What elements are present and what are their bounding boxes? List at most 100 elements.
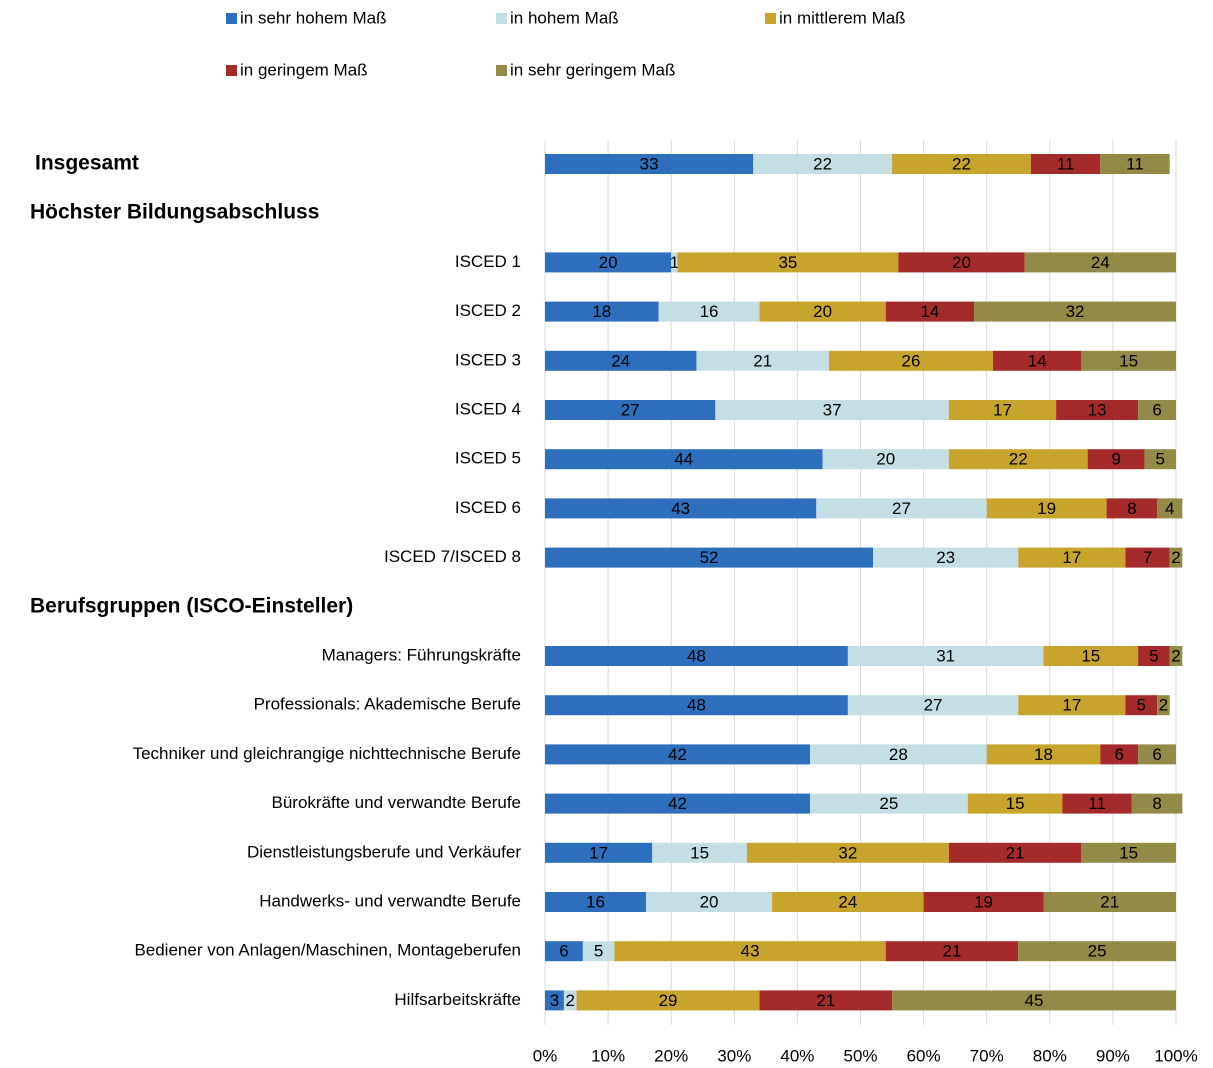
data-label: 15 bbox=[1119, 843, 1138, 862]
group-header: Höchster Bildungsabschluss bbox=[30, 201, 319, 224]
data-label: 23 bbox=[936, 548, 955, 567]
bar-segment bbox=[892, 990, 1176, 1011]
bar-segment bbox=[1030, 154, 1101, 174]
data-label: 4 bbox=[1165, 499, 1174, 518]
bar-segment bbox=[948, 449, 1088, 470]
bar-segment bbox=[948, 400, 1057, 420]
data-label: 5 bbox=[1137, 696, 1146, 715]
bar-segment bbox=[545, 547, 874, 568]
data-label: 2 bbox=[1159, 696, 1168, 715]
bar-segment bbox=[986, 498, 1107, 519]
group-header: Insgesamt bbox=[35, 152, 139, 175]
legend-label: in sehr hohem Maß bbox=[240, 8, 386, 27]
bar-segment bbox=[923, 892, 1044, 912]
bar-segment bbox=[1024, 252, 1176, 273]
y-tick-label: ISCED 2 bbox=[455, 301, 521, 320]
data-label: 27 bbox=[892, 499, 911, 518]
x-tick-label: 70% bbox=[970, 1046, 1004, 1065]
bar-segment bbox=[696, 350, 829, 371]
data-label: 1 bbox=[670, 253, 679, 272]
legend-swatch bbox=[496, 13, 507, 24]
data-label: 26 bbox=[902, 351, 921, 370]
bar-segment bbox=[576, 990, 760, 1011]
legend-label: in mittlerem Maß bbox=[779, 8, 906, 27]
data-label: 13 bbox=[1088, 400, 1107, 419]
bar-segment bbox=[1138, 400, 1176, 420]
data-label: 6 bbox=[559, 942, 568, 961]
data-label: 3 bbox=[550, 991, 559, 1010]
data-label: 21 bbox=[753, 351, 772, 370]
data-label: 6 bbox=[1152, 745, 1161, 764]
y-tick-label: ISCED 5 bbox=[455, 449, 521, 468]
bar-segment bbox=[545, 301, 659, 322]
data-label: 27 bbox=[621, 400, 640, 419]
bar-segment bbox=[974, 301, 1176, 322]
y-tick-label: ISCED 7/ISCED 8 bbox=[384, 547, 521, 566]
bar-segment bbox=[1169, 547, 1183, 568]
data-label: 18 bbox=[592, 302, 611, 321]
data-label: 20 bbox=[813, 302, 832, 321]
bar-segment bbox=[645, 892, 773, 912]
data-label: 42 bbox=[668, 745, 687, 764]
y-tick-label: Bediener von Anlagen/Maschinen, Montageb… bbox=[134, 941, 521, 960]
bar-segment bbox=[652, 842, 747, 863]
data-label: 21 bbox=[1100, 892, 1119, 911]
data-label: 21 bbox=[816, 991, 835, 1010]
bar-segment bbox=[1100, 744, 1139, 765]
bar-segment bbox=[986, 744, 1101, 765]
bar-segment bbox=[759, 301, 886, 322]
data-label: 15 bbox=[1006, 794, 1025, 813]
bar-segment bbox=[885, 301, 975, 322]
bar-segment bbox=[563, 990, 577, 1011]
bar-segment bbox=[1018, 941, 1176, 962]
bar-segment bbox=[1081, 350, 1176, 371]
bar-segment bbox=[847, 646, 1044, 666]
data-label: 6 bbox=[1152, 400, 1161, 419]
data-label: 48 bbox=[687, 646, 706, 665]
data-label: 17 bbox=[1062, 548, 1081, 567]
bar-segment bbox=[1125, 547, 1170, 568]
y-tick-label: Bürokräfte und verwandte Berufe bbox=[272, 793, 521, 812]
data-label: 28 bbox=[889, 745, 908, 764]
data-label: 11 bbox=[1057, 154, 1075, 173]
data-label: 20 bbox=[700, 892, 719, 911]
y-tick-label: ISCED 1 bbox=[455, 252, 521, 271]
data-label: 19 bbox=[974, 892, 993, 911]
bar-segment bbox=[759, 990, 893, 1011]
y-tick-label: Hilfsarbeitskräfte bbox=[394, 990, 521, 1009]
bar-segment bbox=[822, 449, 949, 470]
data-label: 22 bbox=[1009, 450, 1028, 469]
legend-label: in geringem Maß bbox=[240, 60, 368, 79]
y-tick-label: Techniker und gleichrangige nichttechnis… bbox=[133, 744, 521, 763]
bar-segment bbox=[1087, 449, 1145, 470]
data-label: 17 bbox=[589, 843, 608, 862]
bar-segment bbox=[545, 498, 817, 519]
x-tick-label: 0% bbox=[533, 1046, 558, 1065]
data-label: 11 bbox=[1126, 154, 1144, 173]
data-label: 29 bbox=[659, 991, 678, 1010]
data-label: 8 bbox=[1152, 794, 1161, 813]
data-label: 45 bbox=[1025, 991, 1044, 1010]
bar-segment bbox=[1043, 892, 1176, 912]
y-tick-label: Dienstleistungsberufe und Verkäufer bbox=[247, 842, 521, 861]
bar-segment bbox=[1056, 400, 1139, 420]
bar-segment bbox=[545, 695, 848, 716]
data-label: 25 bbox=[879, 794, 898, 813]
data-label: 24 bbox=[838, 892, 857, 911]
x-tick-label: 10% bbox=[591, 1046, 625, 1065]
x-tick-label: 80% bbox=[1033, 1046, 1067, 1065]
x-tick-label: 60% bbox=[907, 1046, 941, 1065]
data-label: 21 bbox=[1006, 843, 1025, 862]
legend-swatch bbox=[765, 13, 776, 24]
data-label: 43 bbox=[741, 942, 760, 961]
data-label: 8 bbox=[1127, 499, 1136, 518]
data-label: 14 bbox=[1028, 351, 1047, 370]
data-label: 32 bbox=[838, 843, 857, 862]
bar-segment bbox=[545, 646, 848, 666]
bar-segment bbox=[545, 252, 672, 273]
data-label: 6 bbox=[1114, 745, 1123, 764]
bar-segment bbox=[898, 252, 1025, 273]
data-label: 5 bbox=[594, 942, 603, 961]
data-label: 27 bbox=[924, 696, 943, 715]
x-tick-label: 40% bbox=[780, 1046, 814, 1065]
